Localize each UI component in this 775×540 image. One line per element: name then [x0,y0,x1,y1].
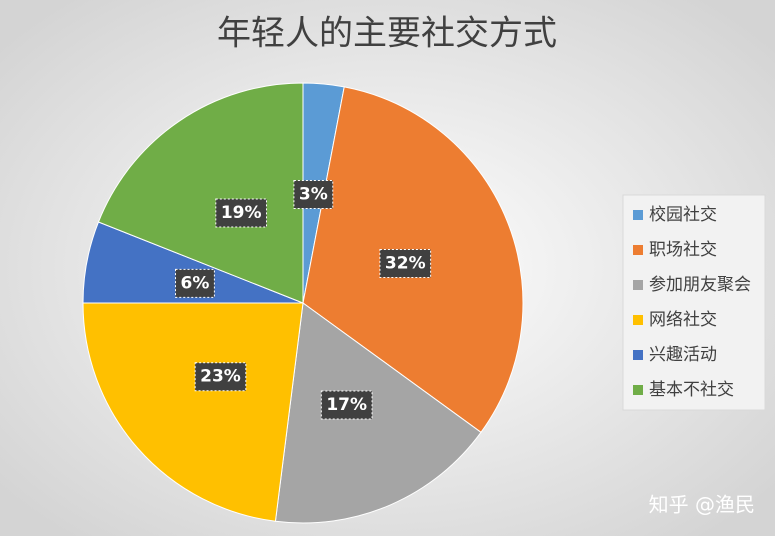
chart-title: 年轻人的主要社交方式 [217,14,557,54]
data-label-box [194,362,247,392]
legend-swatch [633,280,643,290]
data-label: 3% [299,184,328,204]
pie-slice [274,302,482,524]
data-label-box [175,268,215,298]
watermark: 知乎 @渔民 [649,493,755,517]
data-label: 17% [326,395,367,415]
legend-label: 兴趣活动 [649,345,717,365]
legend-swatch [633,210,643,220]
data-label-box [320,390,373,420]
legend-label: 基本不社交 [649,380,734,400]
pie-slice [82,302,304,522]
data-label-box [293,179,334,209]
data-label-box [215,198,268,228]
data-label: 6% [181,273,210,293]
legend-label: 校园社交 [649,205,717,225]
legend-swatch [633,350,643,360]
legend-label: 网络社交 [649,310,717,330]
pie-slice [97,82,304,304]
legend-box [622,194,766,411]
legend-label: 参加朋友聚会 [649,275,751,295]
data-label: 19% [221,203,262,223]
legend-label: 职场社交 [649,240,717,260]
legend-swatch [633,245,643,255]
legend-swatch [633,385,643,395]
legend-swatch [633,315,643,325]
data-label: 32% [385,254,426,274]
data-label: 23% [200,367,241,387]
data-label-box [379,249,432,279]
